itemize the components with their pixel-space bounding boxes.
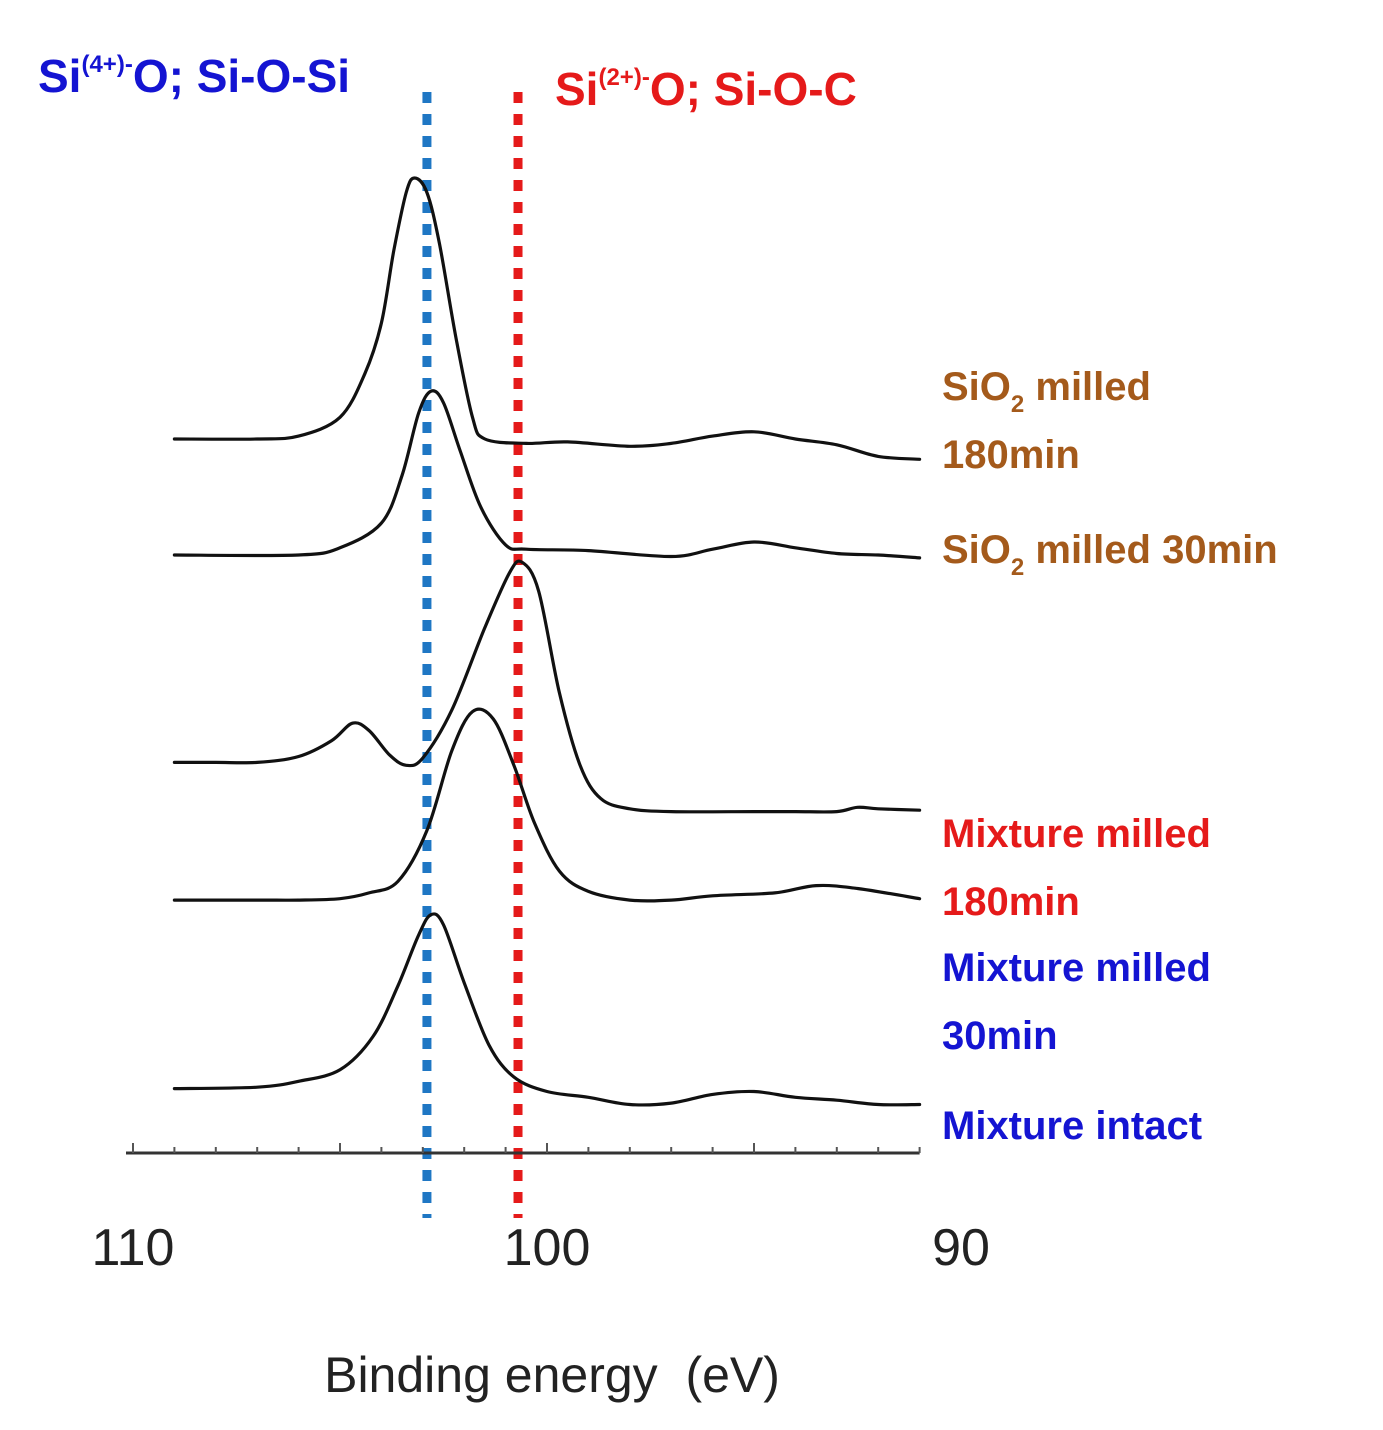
series-label-sio2-180-milled: milled <box>1024 365 1151 409</box>
spectrum-curve-1 <box>172 389 922 560</box>
ref-label-si4-o: Si(4+)-O; Si-O-Si <box>38 50 350 102</box>
ref-label-si2-o: Si(2+)-O; Si-O-C <box>555 63 857 115</box>
x-tick-label-90: 90 <box>932 1219 990 1277</box>
x-axis: 110 100 90 Binding energy (eV) <box>92 1143 990 1403</box>
series-label-sio2-30-rest: milled 30min <box>1024 528 1277 572</box>
ref-label-si2-sup: (2+)- <box>598 64 649 91</box>
series-label-mix-180-line1: Mixture milled <box>942 812 1211 856</box>
spectrum-curve-3 <box>172 707 922 903</box>
series-label-sio2-30-si: SiO <box>942 528 1011 572</box>
x-axis-title: Binding energy (eV) <box>324 1347 780 1403</box>
series-label-sio2-180-sub: 2 <box>1011 391 1024 418</box>
series-label-mix-30-line1: Mixture milled <box>942 946 1211 990</box>
spectrum-curve-4 <box>172 912 922 1107</box>
ref-label-si4-sup: (4+)- <box>81 51 132 78</box>
series-label-sio2-30-sub: 2 <box>1011 554 1024 581</box>
x-tick-label-110: 110 <box>92 1219 175 1277</box>
series-label-mix-30-line2: 30min <box>942 1014 1058 1058</box>
ref-label-si4-main: Si <box>38 50 81 102</box>
series-label-mix-180-line2: 180min <box>942 880 1080 924</box>
ref-label-si4-rest: O; Si-O-Si <box>133 50 350 102</box>
series-label-mix-intact: Mixture intact <box>942 1104 1202 1148</box>
spectrum-curve-2 <box>172 559 922 814</box>
ref-label-si2-rest: O; Si-O-C <box>650 63 857 115</box>
series-label-sio2-30: SiO2 milled 30min <box>942 528 1278 581</box>
spectrum-curve-0 <box>172 176 922 461</box>
series-label-sio2-180-si: SiO <box>942 365 1011 409</box>
x-tick-label-100: 100 <box>504 1219 591 1277</box>
spectra-curves <box>172 176 922 1107</box>
ref-label-si2-main: Si <box>555 63 598 115</box>
x-axis-minor-ticks <box>132 1143 921 1153</box>
series-label-sio2-180-line1: SiO2 milled <box>942 365 1151 418</box>
series-label-sio2-180-line2: 180min <box>942 433 1080 477</box>
